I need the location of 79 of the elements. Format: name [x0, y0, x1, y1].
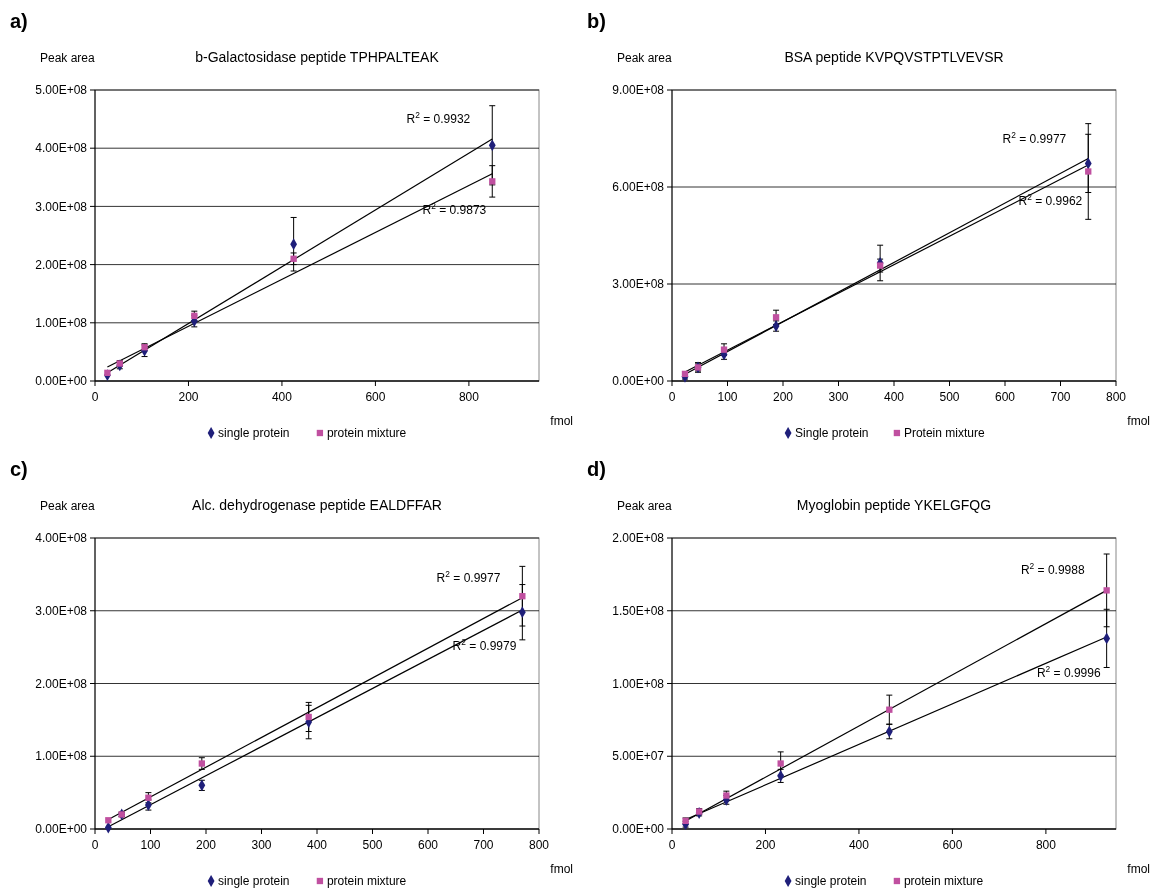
- x-tick-label: 100: [140, 838, 161, 852]
- y-axis-title: Peak area: [40, 51, 96, 65]
- y-axis-title: Peak area: [617, 51, 673, 65]
- x-tick-label: 300: [251, 838, 272, 852]
- y-tick-label: 2.00E+08: [612, 531, 665, 546]
- text: c): [10, 458, 28, 480]
- annotation: R$^{2}$ = 0.9932: [406, 109, 471, 126]
- x-tick-label: 0: [91, 390, 99, 404]
- annotation: R$^{2}$ = 0.9977: [1002, 129, 1067, 146]
- x-tick-label: 700: [1050, 390, 1071, 404]
- annotation: R$^{2}$ = 0.9988: [1020, 561, 1085, 578]
- x-axis-title: fmol: [1127, 862, 1150, 876]
- y-tick-label: 2.00E+08: [35, 257, 88, 272]
- x-tick-label: 0: [668, 838, 676, 852]
- y-tick-label: 2.00E+08: [35, 676, 88, 691]
- x-tick-label: 300: [828, 390, 849, 404]
- x-axis-title: fmol: [550, 414, 573, 428]
- x-tick-label: 500: [939, 390, 960, 404]
- legend-label: single protein: [795, 874, 867, 888]
- annotation: R$^{2}$ = 0.9977: [436, 568, 501, 585]
- annotation: R$^{2}$ = 0.9873: [422, 200, 487, 217]
- x-tick-label: 400: [848, 838, 870, 852]
- y-tick-label: 3.00E+08: [35, 199, 88, 214]
- annotation: R$^{2}$ = 0.9962: [1018, 192, 1083, 209]
- x-tick-label: 200: [178, 390, 199, 404]
- chart-title: BSA peptide KVPQVSTPTLVEVSR: [784, 49, 1004, 65]
- y-tick-label: 0.00E+00: [35, 374, 88, 389]
- annotation: R$^{2}$ = 0.9996: [1036, 663, 1101, 680]
- y-tick-label: 9.00E+08: [612, 83, 665, 98]
- y-tick-label: 3.00E+08: [35, 603, 88, 618]
- x-tick-label: 200: [772, 390, 794, 404]
- legend-label: single protein: [218, 874, 290, 888]
- y-tick-label: 0.00E+00: [35, 822, 88, 837]
- x-tick-label: 500: [362, 838, 383, 852]
- x-tick-label: 800: [528, 838, 550, 852]
- x-axis-title: fmol: [550, 862, 573, 876]
- y-tick-label: 1.00E+08: [612, 676, 665, 691]
- y-tick-label: 4.00E+08: [35, 141, 88, 156]
- x-tick-label: 200: [755, 838, 776, 852]
- x-tick-label: 700: [473, 838, 494, 852]
- y-axis-title: Peak area: [617, 499, 673, 513]
- y-tick-label: 0.00E+00: [612, 374, 665, 389]
- x-tick-label: 600: [942, 838, 963, 852]
- y-tick-label: 0.00E+00: [612, 822, 665, 837]
- x-tick-label: 600: [994, 390, 1016, 404]
- legend-label: Single protein: [795, 426, 869, 440]
- y-tick-label: 1.00E+08: [35, 749, 88, 764]
- x-axis-title: fmol: [1127, 414, 1150, 428]
- y-tick-label: 5.00E+08: [35, 83, 88, 98]
- legend-label: single protein: [218, 426, 290, 440]
- x-tick-label: 400: [306, 838, 328, 852]
- x-tick-label: 200: [195, 838, 217, 852]
- x-tick-label: 800: [458, 390, 480, 404]
- x-tick-label: 400: [271, 390, 293, 404]
- legend-label: protein mixture: [326, 426, 407, 440]
- x-tick-label: 0: [91, 838, 99, 852]
- x-tick-label: 800: [1035, 838, 1057, 852]
- y-axis-title: Peak area: [40, 499, 96, 513]
- y-tick-label: 1.50E+08: [612, 603, 665, 618]
- text: a): [10, 10, 28, 32]
- text: d): [587, 458, 606, 480]
- legend-label: Protein mixture: [903, 426, 985, 440]
- x-tick-label: 0: [668, 390, 676, 404]
- y-tick-label: 1.00E+08: [35, 316, 88, 330]
- x-tick-label: 800: [1105, 390, 1127, 404]
- legend-label: protein mixture: [326, 874, 407, 888]
- x-tick-label: 600: [365, 390, 386, 404]
- y-tick-label: 3.00E+08: [612, 277, 665, 292]
- chart-title: b-Galactosidase peptide TPHPALTEAK: [195, 49, 440, 65]
- x-tick-label: 600: [417, 838, 439, 852]
- y-tick-label: 5.00E+07: [612, 749, 665, 764]
- chart-title: Myoglobin peptide YKELGFQG: [796, 497, 992, 513]
- y-tick-label: 4.00E+08: [35, 531, 88, 546]
- x-tick-label: 100: [717, 390, 738, 404]
- text: b): [587, 10, 606, 32]
- legend-label: protein mixture: [903, 874, 984, 888]
- chart-title: Alc. dehydrogenase peptide EALDFFAR: [192, 497, 442, 513]
- y-tick-label: 6.00E+08: [612, 180, 665, 195]
- x-tick-label: 400: [883, 390, 905, 404]
